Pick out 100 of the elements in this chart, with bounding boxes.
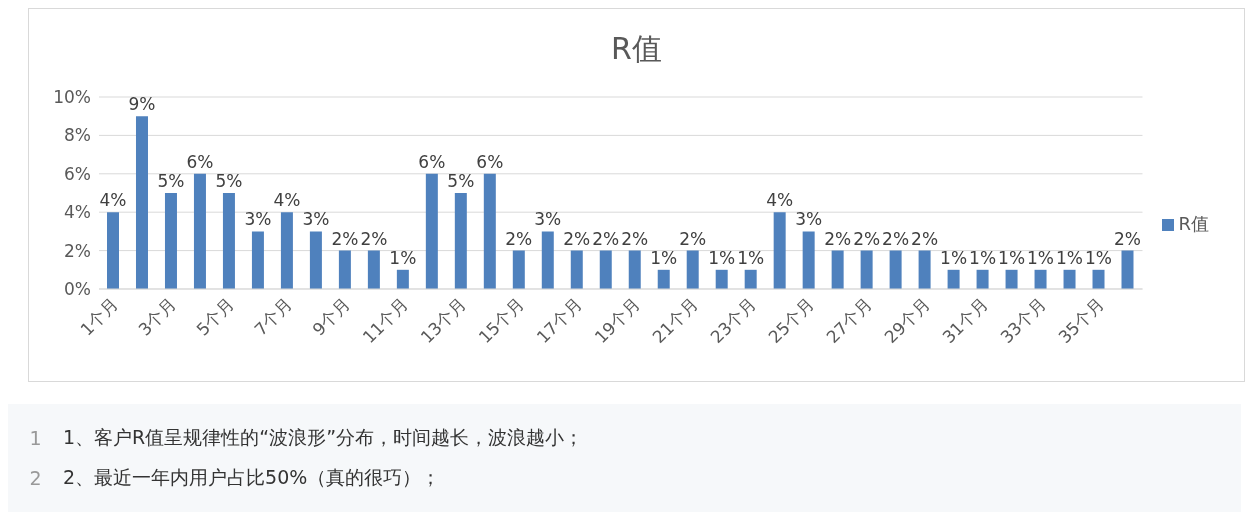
bar bbox=[657, 269, 670, 289]
x-tick-label: 23个月 bbox=[706, 293, 761, 348]
bar bbox=[802, 231, 815, 289]
bar bbox=[570, 250, 583, 289]
y-tick-label: 2% bbox=[64, 240, 91, 261]
bar bbox=[251, 231, 264, 289]
x-tick-label: 21个月 bbox=[648, 293, 703, 348]
data-label: 1% bbox=[1085, 247, 1113, 268]
y-tick-label: 10% bbox=[53, 87, 91, 108]
data-label: 1% bbox=[940, 247, 968, 268]
data-label: 2% bbox=[824, 228, 852, 249]
data-label: 2% bbox=[679, 228, 707, 249]
data-label: 5% bbox=[447, 171, 475, 191]
x-tick-label: 31个月 bbox=[938, 293, 992, 348]
data-label: 4% bbox=[99, 190, 127, 211]
bar bbox=[686, 250, 699, 289]
data-label: 1% bbox=[737, 247, 765, 268]
data-label: 2% bbox=[1114, 228, 1141, 249]
data-label: 2% bbox=[505, 228, 533, 249]
bar bbox=[425, 173, 438, 289]
y-tick-label: 4% bbox=[64, 202, 91, 223]
bar bbox=[512, 250, 525, 289]
bar bbox=[889, 250, 902, 289]
bar bbox=[976, 269, 989, 289]
bar bbox=[483, 173, 496, 289]
x-tick-label: 5个月 bbox=[192, 293, 239, 340]
bar bbox=[338, 250, 351, 289]
bar bbox=[164, 193, 177, 289]
data-label: 2% bbox=[621, 228, 649, 249]
data-label: 1% bbox=[1027, 247, 1055, 268]
data-label: 3% bbox=[244, 209, 272, 230]
x-tick-label: 19个月 bbox=[590, 293, 645, 348]
x-tick-label: 27个月 bbox=[822, 293, 876, 348]
data-label: 3% bbox=[795, 209, 823, 230]
data-label: 2% bbox=[853, 228, 881, 249]
data-label: 2% bbox=[592, 228, 620, 249]
text: 1 bbox=[28, 427, 43, 449]
data-label: 1% bbox=[650, 247, 678, 268]
data-label: 2% bbox=[563, 228, 591, 249]
x-tick-label: 11个月 bbox=[358, 293, 413, 348]
data-label: 2% bbox=[331, 228, 359, 249]
bar bbox=[1092, 269, 1105, 289]
data-label: 5% bbox=[215, 171, 243, 191]
bar bbox=[280, 212, 293, 289]
y-tick-label: 6% bbox=[64, 163, 91, 184]
x-tick-label: 29个月 bbox=[880, 293, 934, 348]
x-tick-label: 9个月 bbox=[308, 293, 355, 340]
x-tick-label: 33个月 bbox=[996, 293, 1050, 348]
chart-title: R值 bbox=[610, 30, 663, 68]
bar bbox=[396, 269, 409, 289]
data-label: 6% bbox=[476, 151, 504, 172]
bar bbox=[454, 193, 467, 289]
bar bbox=[773, 212, 786, 289]
bar bbox=[599, 250, 612, 289]
bar bbox=[744, 269, 757, 289]
text: 2、最近一年内用户占比50%（真的很巧）； bbox=[63, 465, 441, 490]
bar bbox=[367, 250, 380, 289]
bar bbox=[193, 173, 206, 289]
bar bbox=[107, 212, 119, 289]
data-label: 3% bbox=[534, 209, 562, 230]
data-label: 4% bbox=[273, 190, 301, 211]
bar bbox=[309, 231, 322, 289]
x-tick-label: 7个月 bbox=[250, 293, 297, 340]
data-label: 4% bbox=[766, 190, 794, 211]
data-label: 6% bbox=[186, 151, 214, 172]
x-tick-label: 3个月 bbox=[134, 293, 181, 340]
data-label: 1% bbox=[389, 247, 417, 268]
bar bbox=[860, 250, 873, 289]
x-tick-label: 35个月 bbox=[1054, 293, 1108, 348]
bar bbox=[541, 231, 554, 289]
x-tick-label: 13个月 bbox=[416, 293, 471, 348]
x-tick-label: 25个月 bbox=[764, 293, 818, 348]
data-label: 2% bbox=[360, 228, 388, 249]
bar bbox=[1063, 269, 1076, 289]
bar bbox=[135, 116, 148, 289]
data-label: 2% bbox=[911, 228, 939, 249]
y-tick-label: 0% bbox=[64, 279, 91, 300]
x-tick-label: 17个月 bbox=[532, 293, 587, 348]
data-label: 5% bbox=[157, 171, 185, 191]
data-label: 1% bbox=[708, 247, 736, 268]
bar bbox=[1005, 269, 1018, 289]
bar bbox=[918, 250, 931, 289]
text: 2 bbox=[28, 467, 43, 489]
text: 1、客户R值呈规律性的“波浪形”分布，时间越长，波浪越小； bbox=[63, 425, 583, 450]
x-tick-label: 15个月 bbox=[474, 293, 529, 348]
bar bbox=[715, 269, 728, 289]
bar bbox=[1034, 269, 1047, 289]
bar bbox=[1121, 250, 1134, 289]
data-label: 1% bbox=[969, 247, 997, 268]
bar bbox=[628, 250, 641, 289]
bar bbox=[831, 250, 844, 289]
data-label: 1% bbox=[998, 247, 1026, 268]
bar bbox=[947, 269, 960, 289]
data-label: 3% bbox=[302, 209, 330, 230]
data-label: 2% bbox=[882, 228, 910, 249]
y-tick-label: 8% bbox=[64, 125, 91, 146]
legend-label: R值 bbox=[1178, 213, 1209, 234]
bar bbox=[222, 193, 235, 289]
data-label: 6% bbox=[418, 151, 446, 172]
data-label: 1% bbox=[1056, 247, 1084, 268]
